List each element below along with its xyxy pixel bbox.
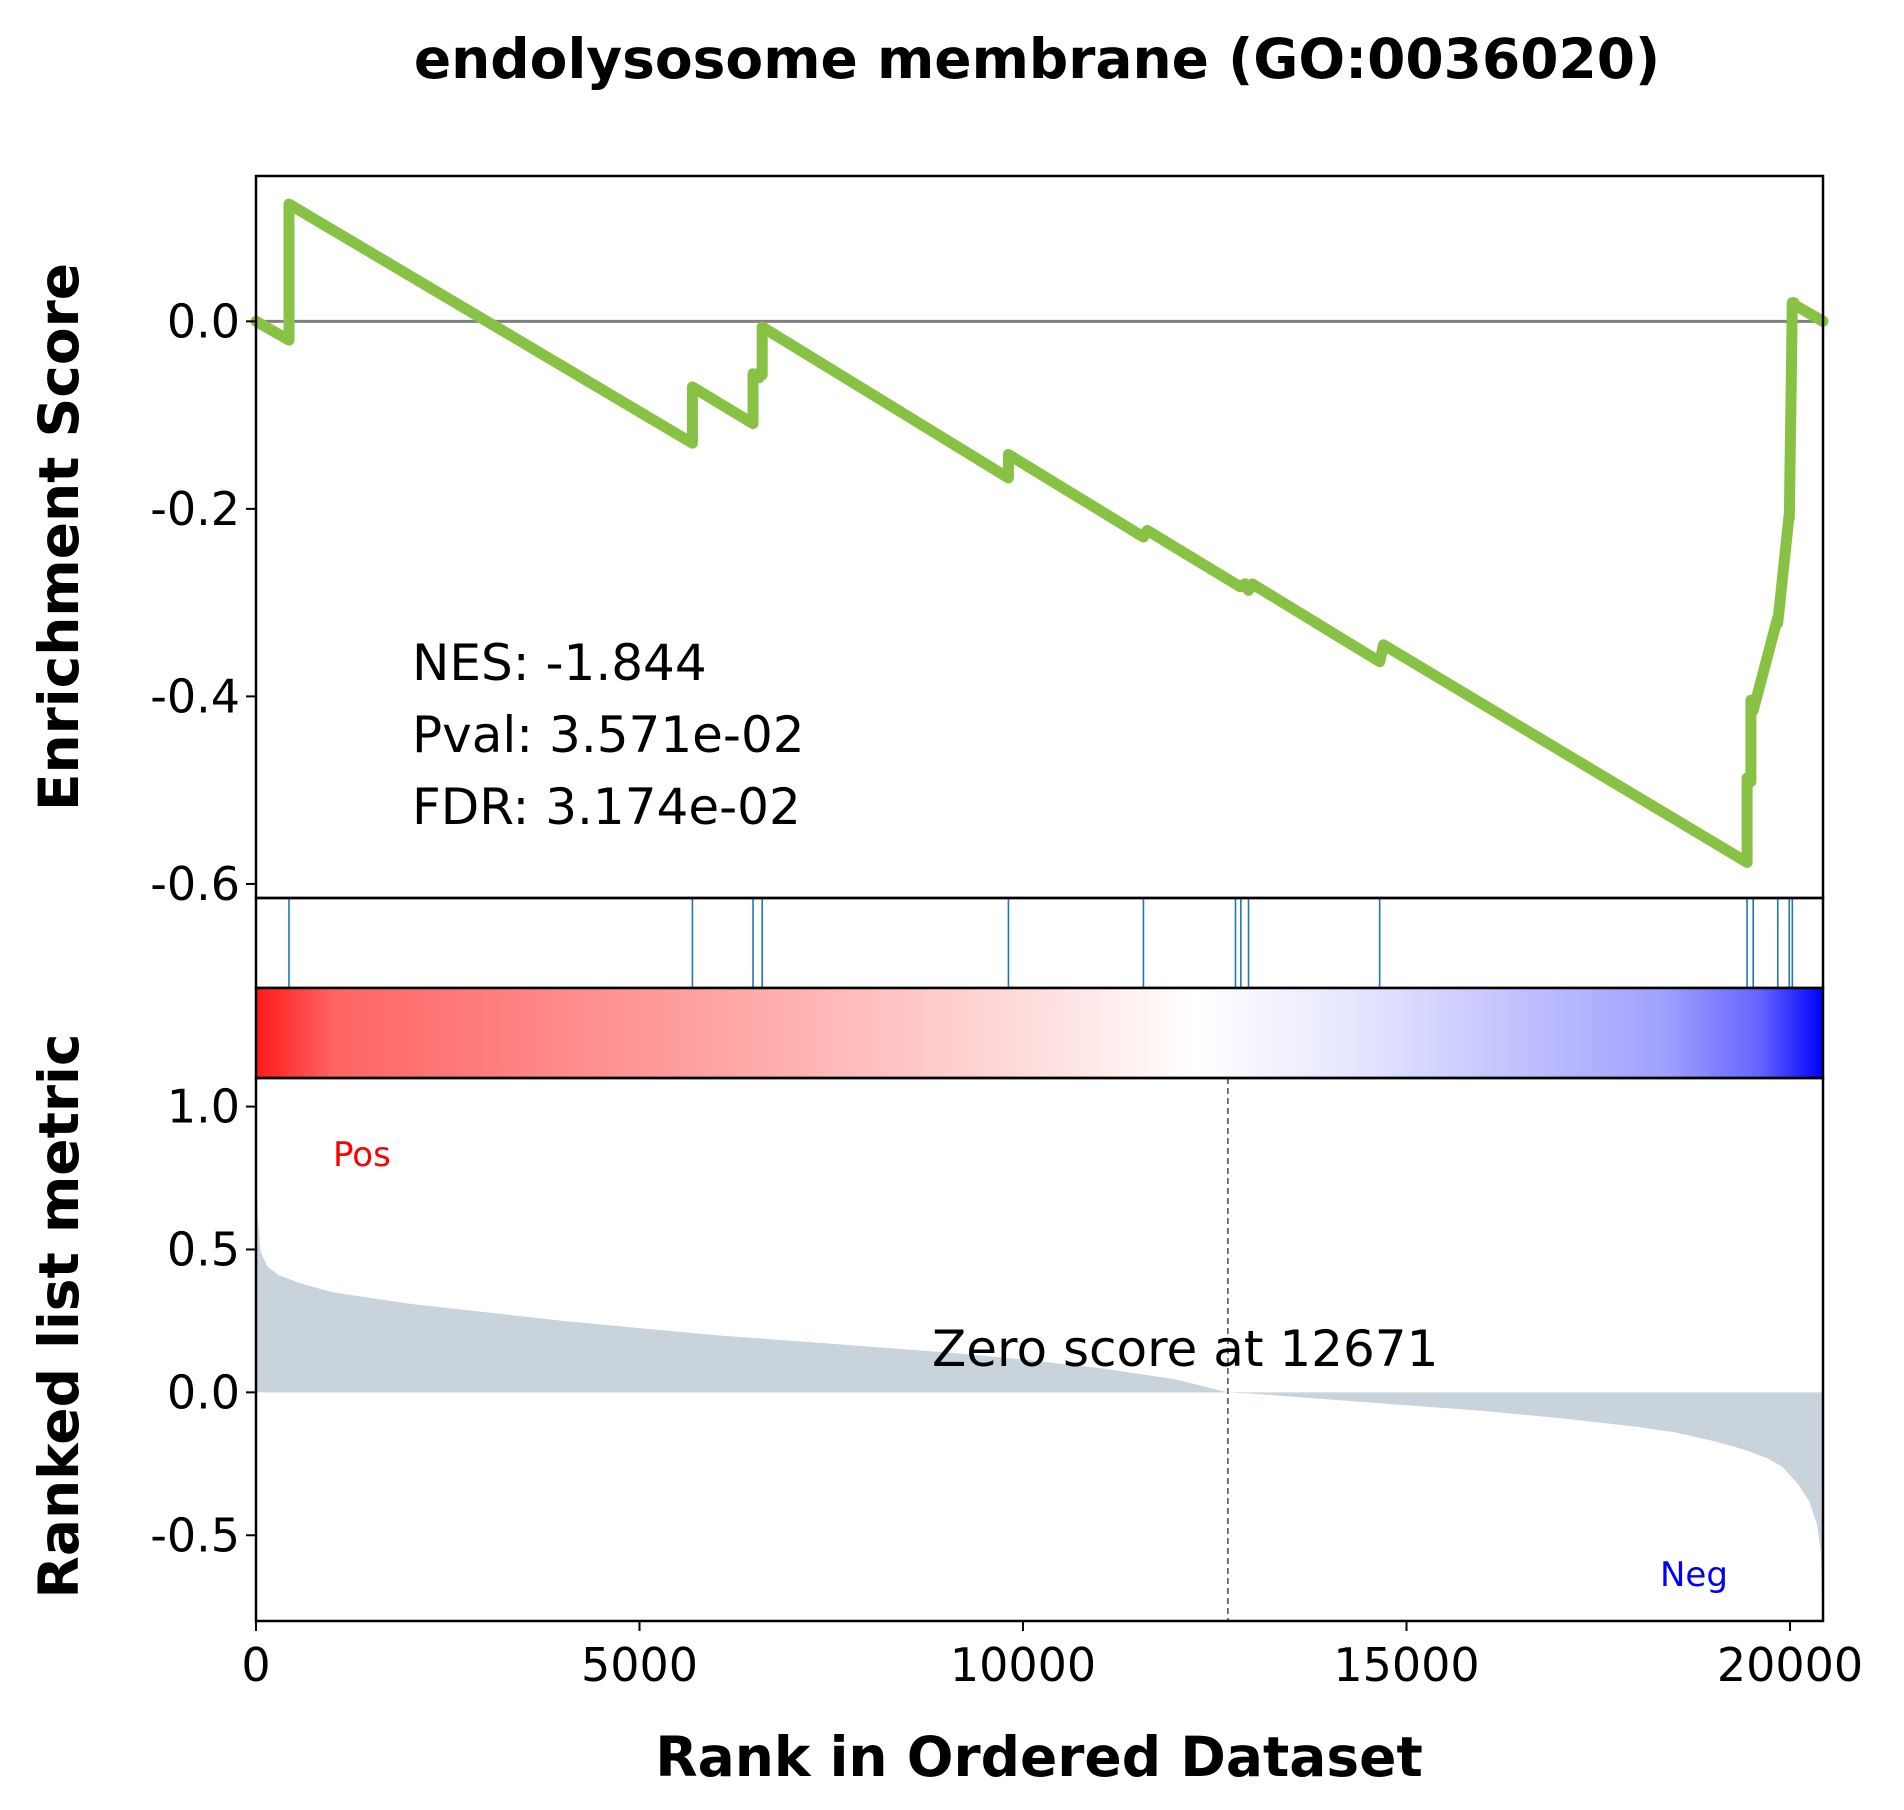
- x-tick-label: 0: [241, 1638, 270, 1692]
- es-y-axis: 0.0 -0.2 -0.4 -0.6: [150, 294, 256, 911]
- es-y-axis-label: Enrichment Score: [27, 263, 91, 811]
- pval-annotation: Pval: 3.571e-02: [412, 706, 805, 764]
- x-tick-label: 20000: [1717, 1638, 1863, 1692]
- es-y-tick-label: -0.6: [150, 857, 240, 911]
- fdr-annotation: FDR: 3.174e-02: [412, 778, 801, 836]
- hit-panel-frame: [254, 896, 1825, 990]
- es-y-tick-label: -0.2: [150, 482, 240, 536]
- x-tick-label: 15000: [1333, 1638, 1479, 1692]
- metric-y-axis-label: Ranked list metric: [27, 1034, 91, 1599]
- rank-color-bar: [254, 986, 1825, 1080]
- pos-label: Pos: [333, 1135, 391, 1175]
- es-y-tick-label: -0.4: [150, 669, 240, 723]
- x-tick-label: 5000: [581, 1638, 698, 1692]
- metric-y-tick-label: -0.5: [150, 1508, 240, 1562]
- x-tick-label: 10000: [950, 1638, 1096, 1692]
- ranked-metric-area: [256, 1106, 1823, 1621]
- metric-panel-frame: [254, 1076, 1825, 1623]
- metric-panel: 1.0 0.5 0.0 -0.5 0 5000 10000 15000 20000 Zero …: [27, 1034, 1863, 1789]
- x-axis-label: Rank in Ordered Dataset: [655, 1725, 1423, 1789]
- nes-annotation: NES: -1.844: [412, 634, 707, 692]
- zero-score-label: Zero score at 12671: [932, 1320, 1438, 1378]
- metric-y-axis: 1.0 0.5 0.0 -0.5: [150, 1080, 256, 1562]
- es-panel: 0.0 -0.2 -0.4 -0.6 Enrichment Score NES: -1…: [27, 174, 1829, 911]
- hit-markers: [288, 898, 1794, 988]
- metric-y-tick-label: 1.0: [167, 1080, 240, 1134]
- metric-y-tick-label: 0.5: [167, 1222, 240, 1276]
- es-series-line: [250, 198, 1829, 868]
- es-y-tick-label: 0.0: [167, 294, 240, 348]
- neg-label: Neg: [1660, 1555, 1728, 1595]
- metric-y-tick-label: 0.0: [167, 1365, 240, 1419]
- chart-title: endolysosome membrane (GO:0036020): [414, 27, 1660, 91]
- hit-panel: [254, 896, 1825, 990]
- x-axis: 0 5000 10000 15000 20000: [241, 1621, 1863, 1692]
